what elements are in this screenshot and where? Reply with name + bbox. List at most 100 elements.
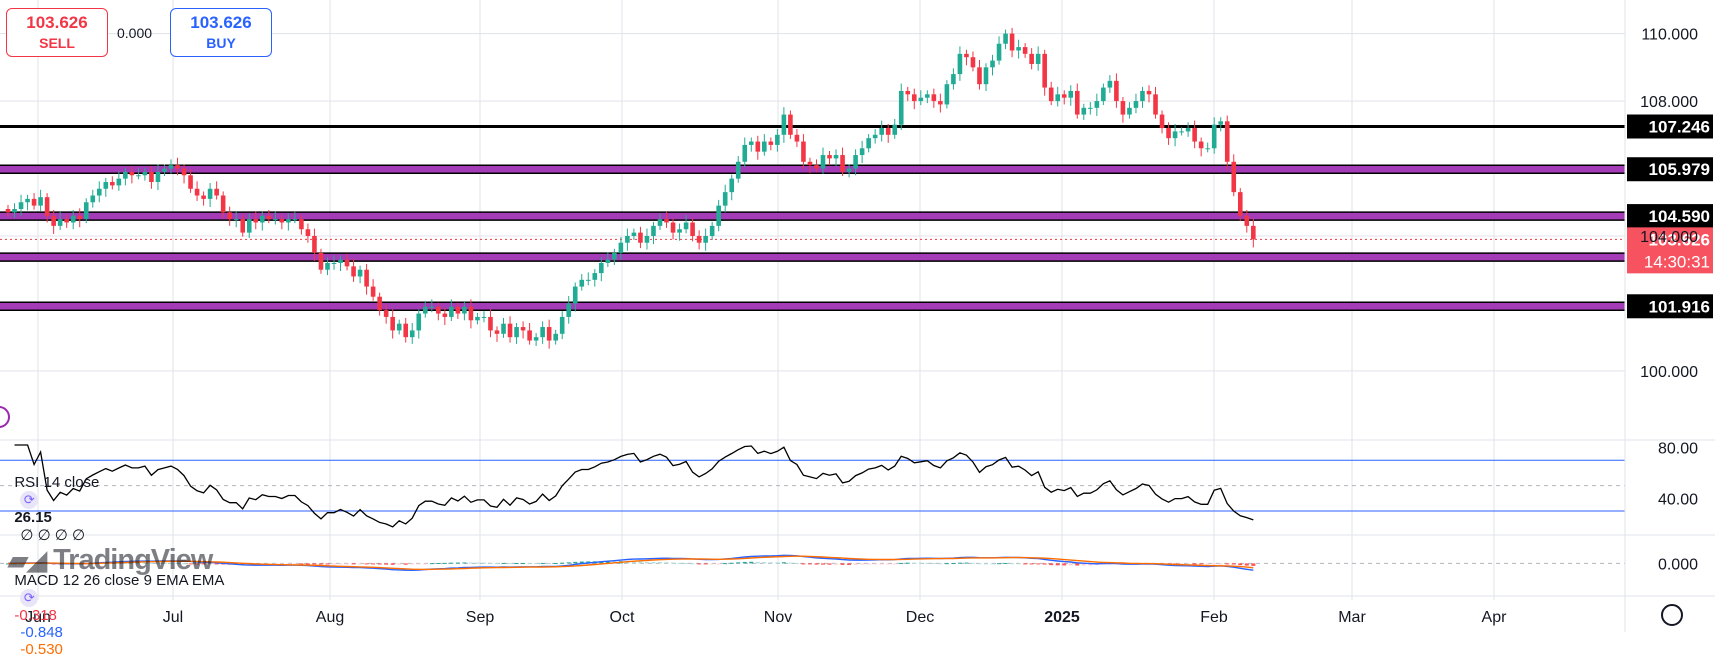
sell-button[interactable]: 103.626 SELL: [6, 8, 108, 57]
candlestick-series: [5, 27, 1256, 349]
macd-histogram-bar: [1062, 563, 1067, 566]
macd-histogram-bar: [925, 562, 930, 564]
candle-body: [188, 175, 193, 189]
candle-body: [1081, 107, 1087, 115]
candle-body: [77, 215, 83, 220]
macd-histogram-bar: [807, 563, 812, 565]
macd-histogram-bar: [671, 562, 676, 564]
candle-body: [390, 316, 395, 331]
candle-body: [794, 134, 800, 142]
candle-body: [123, 171, 128, 179]
rsi-settings-icon[interactable]: ⟳: [20, 491, 39, 509]
candle-body: [299, 219, 304, 230]
candle-body: [885, 128, 891, 135]
candle-body: [1114, 80, 1119, 102]
macd-histogram-bar: [801, 563, 806, 565]
chart-settings-icon[interactable]: [1661, 604, 1683, 626]
candle-body: [599, 262, 604, 274]
x-tick-label: Jun: [25, 609, 51, 626]
macd-histogram-bar: [821, 563, 825, 565]
candle-body: [918, 97, 924, 102]
candle-body: [1172, 131, 1178, 139]
candle-body: [1205, 148, 1210, 150]
macd-histogram-bar: [579, 561, 584, 564]
candle-body: [1251, 225, 1256, 240]
macd-histogram-bar: [475, 562, 480, 564]
candle-body: [729, 178, 735, 193]
macd-histogram-bar: [899, 562, 904, 564]
candle-body: [96, 188, 102, 196]
macd-histogram-bar: [1212, 563, 1217, 565]
candle-body: [51, 215, 56, 226]
macd-histogram-bar: [951, 563, 956, 565]
candle-body: [44, 197, 50, 216]
candle-body: [651, 225, 656, 236]
macd-histogram-bar: [527, 563, 532, 565]
candle-body: [827, 155, 832, 159]
candle-body: [820, 155, 826, 169]
macd-histogram-bar: [188, 563, 193, 565]
candle-body: [1198, 141, 1204, 149]
rsi-pane: [0, 444, 1625, 528]
candle-body: [1035, 53, 1041, 64]
candle-body: [1022, 47, 1028, 54]
macd-histogram-bar: [573, 561, 578, 564]
macd-histogram-bar: [918, 562, 923, 564]
candle-body: [246, 219, 252, 233]
candle-body: [292, 219, 298, 221]
spread-value: 0.000: [117, 25, 153, 41]
candle-body: [762, 141, 767, 152]
macd-histogram-bar: [1238, 563, 1243, 566]
buy-button[interactable]: 103.626 BUY: [170, 8, 272, 57]
macd-histogram-bar: [521, 562, 526, 564]
candle-body: [1211, 124, 1217, 149]
macd-legend-name: MACD 12 26 close 9 EMA EMA: [14, 572, 225, 589]
x-tick-label: Apr: [1482, 609, 1508, 626]
candle-body: [768, 141, 774, 145]
x-tick-label: Jul: [163, 609, 183, 626]
macd-histogram-bar: [455, 562, 460, 564]
candle-body: [1107, 80, 1113, 88]
buy-label: BUY: [206, 35, 236, 51]
grid-lines: [0, 0, 1625, 600]
rsi-legend: RSI 14 close ⟳ 26.15 ∅ ∅ ∅ ∅: [6, 457, 99, 544]
candle-body: [748, 141, 754, 145]
candle-body: [1042, 53, 1047, 88]
candle-body: [742, 144, 748, 162]
candle-body: [638, 232, 643, 243]
macd-histogram-bar: [136, 562, 141, 564]
macd-histogram-bar: [944, 563, 949, 565]
macd-histogram-bar: [1023, 563, 1028, 565]
candle-body: [1192, 128, 1197, 142]
macd-histogram-bar: [723, 563, 728, 565]
candle-body: [31, 198, 37, 206]
candle-body: [931, 94, 937, 102]
macd-histogram-bar: [1192, 563, 1197, 565]
price-chart[interactable]: 107.246105.979104.590103.375101.916103.6…: [0, 0, 1715, 632]
macd-histogram-bar: [775, 562, 780, 564]
macd-histogram-bar: [1016, 563, 1021, 565]
macd-histogram-bar: [886, 563, 891, 565]
candle-body: [631, 232, 637, 236]
rsi-legend-name: RSI 14 close: [14, 474, 100, 491]
macd-histogram-bar: [631, 561, 636, 564]
rsi-line: [14, 444, 1254, 528]
macd-histogram-bar: [638, 561, 643, 564]
macd-histogram-bar: [371, 563, 376, 565]
logo-text: TradingView: [53, 544, 213, 576]
candle-body: [703, 235, 708, 243]
sell-price: 103.626: [26, 13, 88, 32]
candle-body: [90, 195, 96, 203]
candle-body: [1159, 114, 1165, 129]
candle-body: [853, 155, 858, 169]
macd-settings-icon[interactable]: ⟳: [20, 589, 39, 607]
candle-body: [488, 316, 493, 331]
macd-histogram-bar: [423, 563, 428, 565]
candle-body: [220, 195, 226, 213]
candle-body: [533, 337, 539, 341]
macd-histogram-bar: [729, 562, 734, 564]
rsi-axis-label: 40.00: [1658, 491, 1698, 508]
candle-body: [129, 171, 135, 176]
candle-body: [227, 212, 232, 220]
macd-histogram-bar: [286, 563, 291, 565]
